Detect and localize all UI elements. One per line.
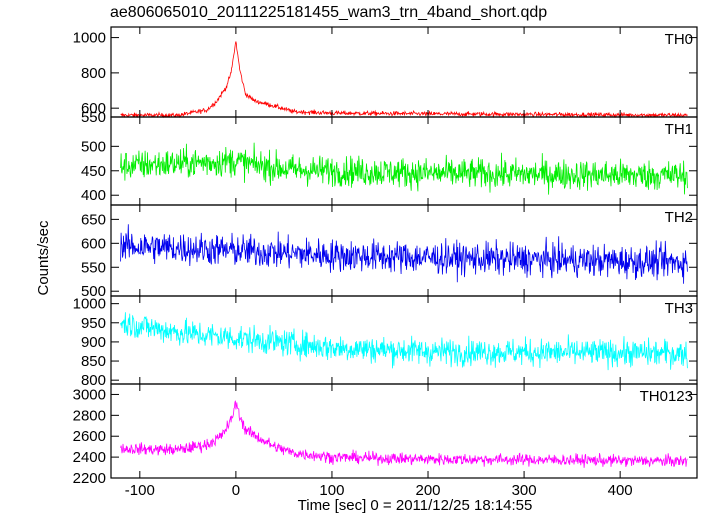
series-th0123 [120, 400, 688, 468]
x-tick-label: -100 [125, 482, 155, 499]
panel-th3: TH3 800 850 900 950 1000 [73, 295, 698, 389]
panels-group: TH06008001000550TH1400450500TH2500550600… [73, 26, 698, 487]
x-tick-label: 100 [319, 482, 344, 499]
y-tick-label: 450 [81, 163, 106, 180]
panel-frame [110, 383, 698, 479]
x-tick-label: 300 [512, 482, 537, 499]
panel-label: TH1 [665, 121, 693, 138]
panel-th1: TH1 400 450 500 [81, 116, 698, 206]
y-tick-label: 1000 [73, 296, 106, 313]
y-tick-label: 650 [81, 211, 106, 228]
y-tick-label: 600 [81, 100, 106, 117]
panel-label: TH3 [665, 300, 693, 317]
y-tick-label: 550 [81, 259, 106, 276]
x-axis-label: Time [sec] 0 = 2011/12/25 18:14:55 [298, 497, 533, 514]
series-th1 [120, 142, 688, 195]
panel-th2: TH2 500 550 600 650 [81, 204, 698, 300]
y-tick-label: 2600 [73, 428, 106, 445]
y-tick-label: 500 [81, 138, 106, 155]
y-tick-label: 2400 [73, 449, 106, 466]
y-tick-label: 400 [81, 187, 106, 204]
series-th3 [120, 312, 688, 371]
y-axis-label: Counts/sec [35, 220, 52, 296]
panel-frame [110, 26, 698, 118]
panel-label: TH0 [665, 31, 693, 48]
y-tick-label: 3000 [73, 386, 106, 403]
y-tick-label: 800 [81, 65, 106, 82]
x-axis: -100 0 100 200 300 400 [125, 482, 633, 499]
panel-th0: TH0 600 800 1000 550 [73, 26, 698, 126]
panel-th0123: TH0123 2200 2400 2600 2800 3000 [73, 383, 698, 487]
y-tick-label: 550 [81, 109, 106, 126]
series-th2 [120, 224, 688, 284]
x-tick-label: 0 [232, 482, 240, 499]
y-tick-label: 600 [81, 235, 106, 252]
y-tick-label: 950 [81, 315, 106, 332]
series-th0 [120, 41, 688, 119]
y-tick-label: 2800 [73, 407, 106, 424]
chart-title: ae806065010_20111225181455_wam3_trn_4ban… [110, 4, 547, 21]
x-tick-label: 200 [416, 482, 441, 499]
y-tick-label: 1000 [73, 30, 106, 47]
y-tick-label: 500 [81, 283, 106, 300]
panel-label: TH0123 [640, 388, 693, 405]
x-tick-label: 400 [608, 482, 633, 499]
y-tick-label: 850 [81, 353, 106, 370]
panel-label: TH2 [665, 209, 693, 226]
y-tick-label: 800 [81, 372, 106, 389]
y-tick-label: 900 [81, 334, 106, 351]
y-tick-label: 2200 [73, 470, 106, 487]
